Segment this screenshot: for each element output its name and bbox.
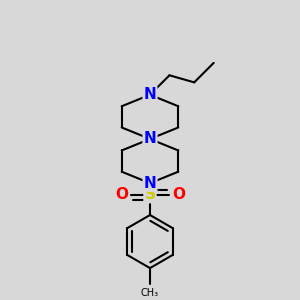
Text: N: N xyxy=(144,176,156,191)
Text: O: O xyxy=(172,187,185,202)
Text: N: N xyxy=(144,87,156,102)
Text: O: O xyxy=(115,187,128,202)
Text: S: S xyxy=(145,187,155,202)
Text: CH₃: CH₃ xyxy=(141,287,159,298)
Text: N: N xyxy=(144,131,156,146)
